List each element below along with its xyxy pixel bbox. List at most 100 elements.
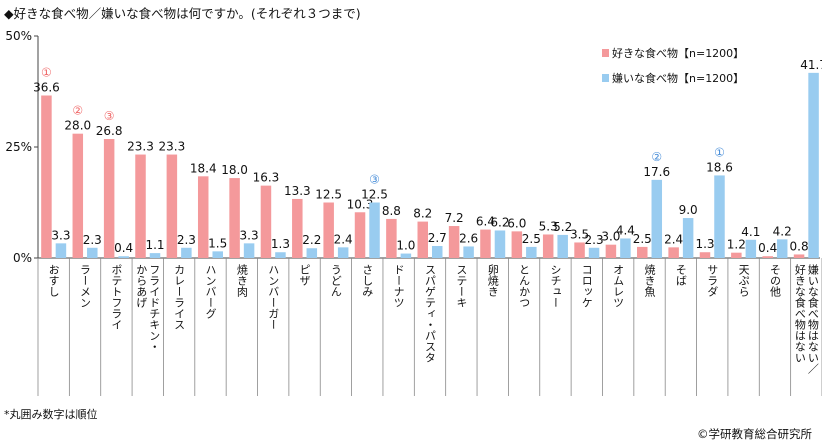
rank-annotation: ② xyxy=(72,104,83,118)
bar-dislike xyxy=(118,256,129,258)
bar-dislike xyxy=(776,239,788,258)
data-label: 1.2 xyxy=(727,238,746,252)
rank-annotation: ③ xyxy=(369,173,380,187)
data-label: 4.1 xyxy=(741,225,760,239)
data-label: 7.2 xyxy=(445,211,464,225)
category-label: ハンバーガー xyxy=(267,264,280,330)
data-label: 23.3 xyxy=(127,140,154,154)
bar-like xyxy=(72,133,84,258)
category-label: 好きな食べ物はない xyxy=(793,263,806,363)
rank-annotation: ② xyxy=(651,150,662,164)
bar-like xyxy=(41,95,52,258)
bar-dislike xyxy=(620,238,631,258)
category-label: 嫌いな食べ物はない／ xyxy=(806,263,819,374)
legend-swatch xyxy=(602,74,609,82)
data-label: 26.8 xyxy=(96,124,123,138)
data-label: 12.5 xyxy=(315,188,342,202)
bar-like xyxy=(574,242,585,258)
data-label: 6.4 xyxy=(476,215,495,229)
data-label: 0.8 xyxy=(790,239,809,253)
data-label: 28.0 xyxy=(64,119,91,133)
bar-like xyxy=(668,247,679,258)
category-label: からあげ xyxy=(135,264,148,308)
bar-dislike xyxy=(243,243,255,258)
data-label: 3.5 xyxy=(570,227,589,241)
bar-dislike xyxy=(432,246,443,258)
data-label: 5.3 xyxy=(539,219,558,233)
bar-dislike xyxy=(557,234,568,258)
bar-dislike xyxy=(463,246,474,258)
category-label: ピザ xyxy=(298,264,311,286)
bar-dislike xyxy=(306,248,318,258)
bar-dislike xyxy=(526,246,537,258)
bar-like xyxy=(197,176,209,258)
bar-like xyxy=(166,154,178,258)
data-label: 12.5 xyxy=(361,188,388,202)
bar-like xyxy=(731,252,742,258)
bar-like xyxy=(229,178,240,258)
category-label: さしみ xyxy=(361,264,374,297)
category-label: コロッケ xyxy=(580,264,593,308)
bar-dislike xyxy=(275,252,286,258)
bar-like xyxy=(762,256,773,258)
bar-like xyxy=(699,252,711,258)
data-label: 41.7 xyxy=(800,58,822,72)
data-label: 2.5 xyxy=(522,232,541,246)
bar-like xyxy=(480,229,491,258)
data-label: 23.3 xyxy=(159,140,186,154)
category-label: オムレツ xyxy=(612,264,625,308)
bar-like xyxy=(292,198,303,258)
data-label: 18.0 xyxy=(221,163,248,177)
data-label: 0.4 xyxy=(114,241,133,255)
bar-like xyxy=(386,218,397,258)
bar-like xyxy=(605,244,617,258)
data-label: 1.0 xyxy=(396,239,415,253)
data-label: 18.6 xyxy=(706,160,733,174)
category-label: ドーナツ xyxy=(392,264,405,308)
bar-like xyxy=(793,254,805,258)
legend-entry: 好きな食べ物【n=1200】 xyxy=(612,46,744,60)
data-label: 2.3 xyxy=(177,233,196,247)
category-label: ポテトフライ xyxy=(110,264,123,330)
category-label: 焼き魚 xyxy=(643,264,656,298)
bar-dislike xyxy=(682,218,694,258)
bar-like xyxy=(260,185,272,258)
bar-like xyxy=(354,212,366,258)
bar-like xyxy=(135,154,146,258)
bar-dislike xyxy=(212,251,223,258)
data-label: 3.0 xyxy=(601,230,620,244)
category-label: スパゲティ・パスタ xyxy=(424,264,437,363)
data-label: 4.2 xyxy=(773,224,792,238)
data-label: 2.3 xyxy=(83,233,102,247)
category-label: サラダ xyxy=(706,264,719,297)
bar-dislike xyxy=(745,239,757,258)
bar-dislike xyxy=(588,247,600,258)
category-label: フライドチキン・ xyxy=(148,264,161,352)
rank-annotation: ③ xyxy=(104,109,115,123)
bar-dislike xyxy=(714,175,725,258)
data-label: 2.5 xyxy=(633,232,652,246)
category-label: 卵焼き xyxy=(486,264,499,297)
data-label: 6.0 xyxy=(507,216,526,230)
bar-like xyxy=(448,226,460,258)
category-label: うどん xyxy=(329,264,342,297)
data-label: 2.7 xyxy=(428,231,447,245)
category-label: ステーキ xyxy=(455,264,468,308)
data-label: 2.4 xyxy=(334,232,353,246)
data-label: 2.6 xyxy=(459,231,478,245)
y-tick-label: 0% xyxy=(13,251,32,265)
data-label: 1.3 xyxy=(695,237,714,251)
data-label: 0.4 xyxy=(758,241,777,255)
data-label: 16.3 xyxy=(253,171,280,185)
bar-like xyxy=(103,139,115,258)
data-label: 6.2 xyxy=(490,215,509,229)
bar-dislike xyxy=(808,72,819,259)
legend-swatch xyxy=(602,49,609,57)
rank-annotation: ① xyxy=(714,145,725,159)
footnote: *丸囲み数字は順位 xyxy=(4,408,98,421)
bar-like xyxy=(637,246,648,258)
data-label: 1.5 xyxy=(208,236,227,250)
category-label: とんかつ xyxy=(518,264,531,308)
data-label: 18.4 xyxy=(190,161,217,175)
